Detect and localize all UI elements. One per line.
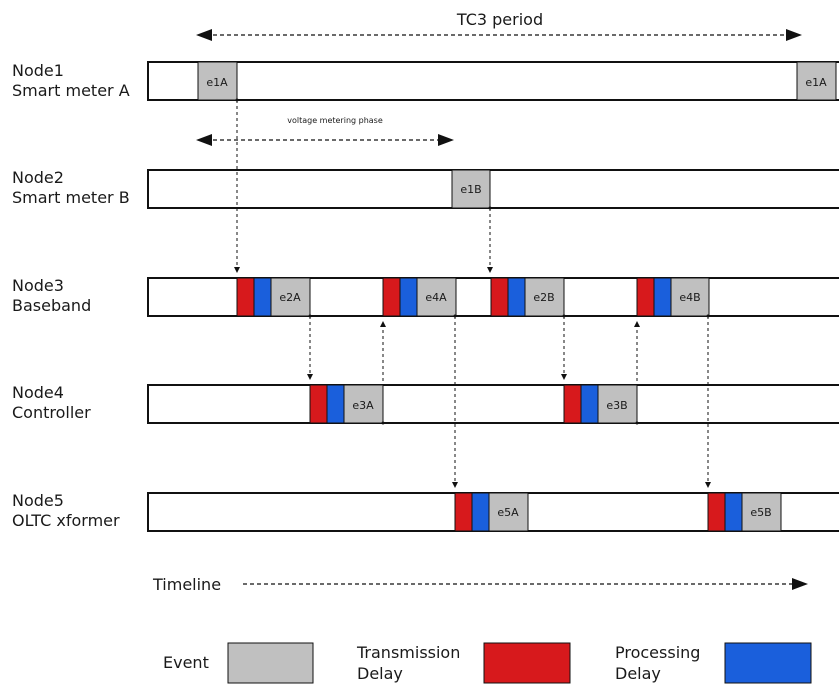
transmission-delay-block [490, 277, 509, 317]
event-node3-e2A: e2A [236, 277, 311, 317]
svg-text:Node4: Node4 [12, 383, 64, 402]
svg-text:e4B: e4B [679, 291, 700, 304]
transmission-delay-block [236, 277, 255, 317]
processing-delay-block [724, 492, 743, 532]
svg-text:Node1: Node1 [12, 61, 64, 80]
legend-processing-label-1: Processing [615, 643, 700, 662]
transmission-delay-block [563, 384, 582, 424]
processing-delay-block [653, 277, 672, 317]
legend-transmission-label-2: Delay [357, 664, 403, 683]
node-label-5: Node5 OLTC xformer [12, 491, 120, 530]
processing-delay-block [326, 384, 345, 424]
processing-delay-block [253, 277, 272, 317]
event-node5-e5B: e5B [707, 492, 782, 532]
period-arrow-right-head [786, 29, 802, 41]
legend-processing-label-2: Delay [615, 664, 661, 683]
processing-delay-block [399, 277, 418, 317]
legend-processing-swatch [724, 642, 812, 684]
event-node3-e2B: e2B [490, 277, 565, 317]
timeline-arrow-head [792, 578, 808, 590]
event-node2-e1B: e1B [451, 169, 491, 209]
message-arrows [234, 100, 711, 488]
node1-lane [147, 61, 839, 101]
processing-delay-block [580, 384, 599, 424]
svg-text:Node3: Node3 [12, 276, 64, 295]
transmission-delay-block [309, 384, 328, 424]
event-node1-e1A-first: e1A [197, 61, 238, 101]
period-title: TC3 period [456, 10, 543, 29]
phase-arrow-right-head [438, 134, 454, 146]
svg-text:e3A: e3A [352, 399, 374, 412]
processing-delay-block [507, 277, 526, 317]
legend-transmission-label-1: Transmission [356, 643, 460, 662]
timeline-label: Timeline [152, 575, 221, 594]
svg-text:Controller: Controller [12, 403, 91, 422]
event-node1-e1A-second: e1A [796, 61, 837, 101]
svg-text:Node2: Node2 [12, 168, 64, 187]
node-label-2: Node2 Smart meter B [12, 168, 130, 207]
svg-text:e1A: e1A [206, 76, 228, 89]
svg-text:Smart meter A: Smart meter A [12, 81, 130, 100]
node-label-3: Node3 Baseband [12, 276, 91, 315]
phase-label: voltage metering phase [287, 116, 383, 125]
svg-text:e2A: e2A [279, 291, 301, 304]
legend-transmission-swatch [483, 642, 571, 684]
node2-lane [147, 169, 839, 209]
legend: Event Transmission Delay Processing Dela… [163, 642, 812, 684]
svg-text:e1A: e1A [805, 76, 827, 89]
arrow-source-dots [235, 98, 710, 425]
svg-text:e2B: e2B [533, 291, 554, 304]
event-node3-e4A: e4A [382, 277, 457, 317]
event-node5-e5A: e5A [454, 492, 529, 532]
processing-delay-block [471, 492, 490, 532]
phase-arrow-left-head [196, 134, 212, 146]
event-node4-e3A: e3A [309, 384, 384, 424]
legend-event-label: Event [163, 653, 209, 672]
event-node3-e4B: e4B [636, 277, 710, 317]
transmission-delay-block [382, 277, 401, 317]
svg-text:Baseband: Baseband [12, 296, 91, 315]
node-label-4: Node4 Controller [12, 383, 91, 422]
transmission-delay-block [454, 492, 473, 532]
transmission-delay-block [636, 277, 655, 317]
node-label-1: Node1 Smart meter A [12, 61, 130, 100]
svg-text:e5B: e5B [750, 506, 771, 519]
svg-text:e5A: e5A [497, 506, 519, 519]
svg-text:e4A: e4A [425, 291, 447, 304]
svg-text:OLTC xformer: OLTC xformer [12, 511, 120, 530]
svg-text:e3B: e3B [606, 399, 627, 412]
transmission-delay-block [707, 492, 726, 532]
node4-lane [147, 384, 839, 424]
event-node4-e3B: e3B [563, 384, 638, 424]
legend-event-swatch [227, 642, 314, 684]
svg-text:e1B: e1B [460, 183, 481, 196]
svg-text:Node5: Node5 [12, 491, 64, 510]
period-arrow-left-head [196, 29, 212, 41]
svg-text:Smart meter B: Smart meter B [12, 188, 130, 207]
